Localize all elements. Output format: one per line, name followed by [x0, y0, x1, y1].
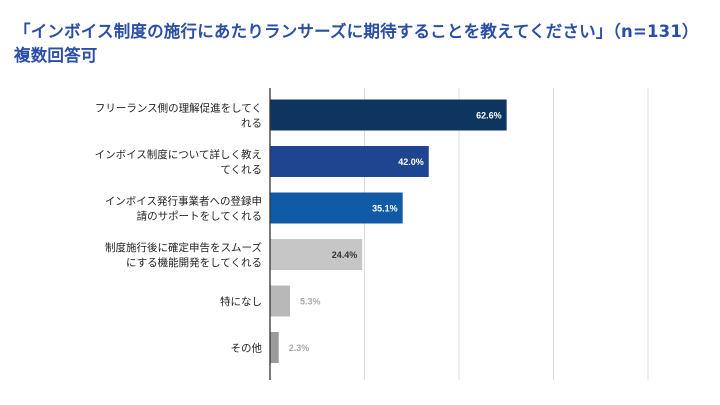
bar-value-label: 2.3% [289, 343, 310, 353]
bar [270, 192, 403, 224]
category-label: その他 [231, 342, 263, 355]
bar [270, 99, 507, 131]
bar-value-label: 24.4% [332, 250, 358, 260]
category-label: 特になし [220, 296, 262, 308]
bar [270, 146, 429, 177]
category-label: フリーランス側の理解促進をしてくれる [95, 102, 262, 130]
category-label: インボイス制度について詳しく教えてくれる [95, 148, 262, 176]
bar [270, 332, 279, 363]
category-label: インボイス発行事業者への登録申請のサポートをしてくれる [105, 195, 262, 223]
bar-value-label: 5.3% [300, 297, 321, 307]
bar-value-label: 62.6% [476, 111, 502, 121]
bar-value-label: 42.0% [398, 157, 424, 167]
bar [270, 285, 291, 317]
bar-value-label: 35.1% [372, 204, 398, 214]
category-label: 制度施行後に確定申告をスムーズにする機能開発をしてくれる [105, 241, 262, 269]
bar [270, 239, 363, 270]
chart-title: 「インボイス制度の施行にあたりランサーズに期待することを教えてください」（n=1… [14, 22, 699, 65]
